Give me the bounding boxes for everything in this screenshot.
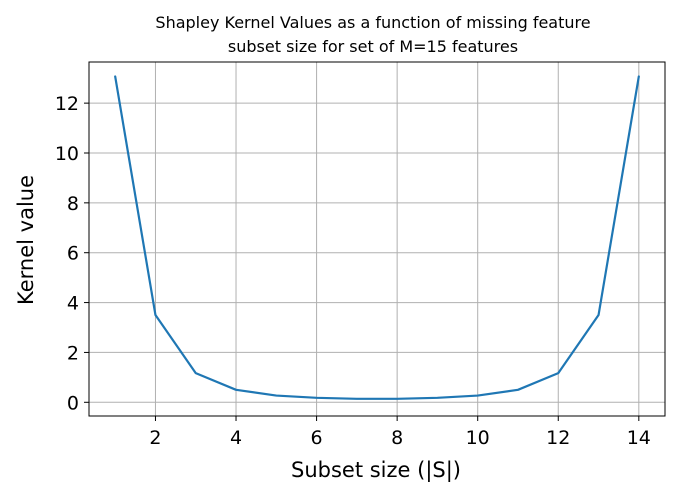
x-tick-label: 10 <box>466 427 490 449</box>
y-tick-label: 2 <box>67 342 79 364</box>
y-tick-label: 10 <box>55 143 79 165</box>
series-layer <box>114 75 640 400</box>
y-tick-label: 8 <box>67 193 79 215</box>
y-tick-label: 0 <box>67 392 79 414</box>
y-tick-label: 4 <box>67 293 79 315</box>
chart-title-line-1: Shapley Kernel Values as a function of m… <box>155 13 590 32</box>
y-axis-label: Kernel value <box>14 175 38 305</box>
x-tick-label: 2 <box>149 427 161 449</box>
x-tick-label: 14 <box>627 427 651 449</box>
x-axis-label: Subset size (|S|) <box>291 458 461 483</box>
series-line-0 <box>114 75 640 400</box>
y-tick-label: 12 <box>55 93 79 115</box>
x-tick-label: 4 <box>230 427 242 449</box>
ticks: 2 4 6 8 10 12 14 0 2 4 6 8 10 12 <box>55 93 651 449</box>
x-tick-label: 6 <box>311 427 323 449</box>
plot-frame <box>88 61 666 417</box>
y-tick-label: 6 <box>67 243 79 265</box>
x-tick-label: 8 <box>391 427 403 449</box>
chart-title-line-2: subset size for set of M=15 features <box>228 37 518 56</box>
x-tick-label: 12 <box>546 427 570 449</box>
grid <box>89 62 665 416</box>
